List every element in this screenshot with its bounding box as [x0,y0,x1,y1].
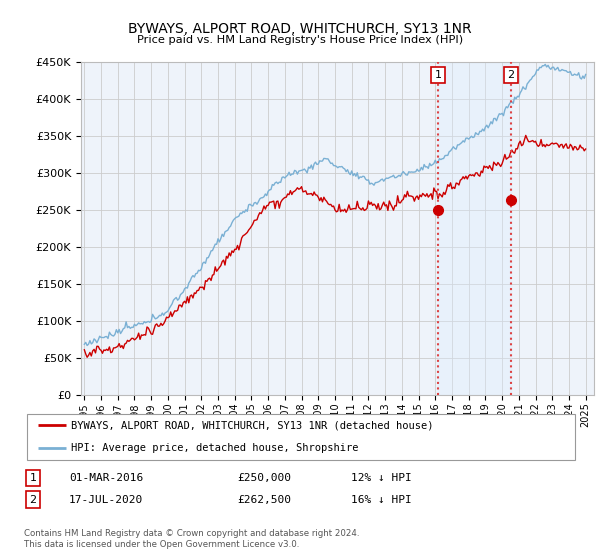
Bar [438,62,511,395]
Text: Price paid vs. HM Land Registry's House Price Index (HPI): Price paid vs. HM Land Registry's House … [137,35,463,45]
Text: 2: 2 [508,70,515,80]
Text: 17-JUL-2020: 17-JUL-2020 [69,494,143,505]
Text: 1: 1 [434,70,442,80]
Text: 16% ↓ HPI: 16% ↓ HPI [351,494,412,505]
Text: 2: 2 [29,494,37,505]
Text: HPI: Average price, detached house, Shropshire: HPI: Average price, detached house, Shro… [71,444,359,454]
Text: 1: 1 [29,473,37,483]
FancyBboxPatch shape [27,414,575,460]
Text: £250,000: £250,000 [237,473,291,483]
Text: BYWAYS, ALPORT ROAD, WHITCHURCH, SY13 1NR: BYWAYS, ALPORT ROAD, WHITCHURCH, SY13 1N… [128,22,472,36]
Text: £262,500: £262,500 [237,494,291,505]
Text: BYWAYS, ALPORT ROAD, WHITCHURCH, SY13 1NR (detached house): BYWAYS, ALPORT ROAD, WHITCHURCH, SY13 1N… [71,420,434,430]
Text: 12% ↓ HPI: 12% ↓ HPI [351,473,412,483]
Text: Contains HM Land Registry data © Crown copyright and database right 2024.
This d: Contains HM Land Registry data © Crown c… [24,529,359,549]
Text: 01-MAR-2016: 01-MAR-2016 [69,473,143,483]
